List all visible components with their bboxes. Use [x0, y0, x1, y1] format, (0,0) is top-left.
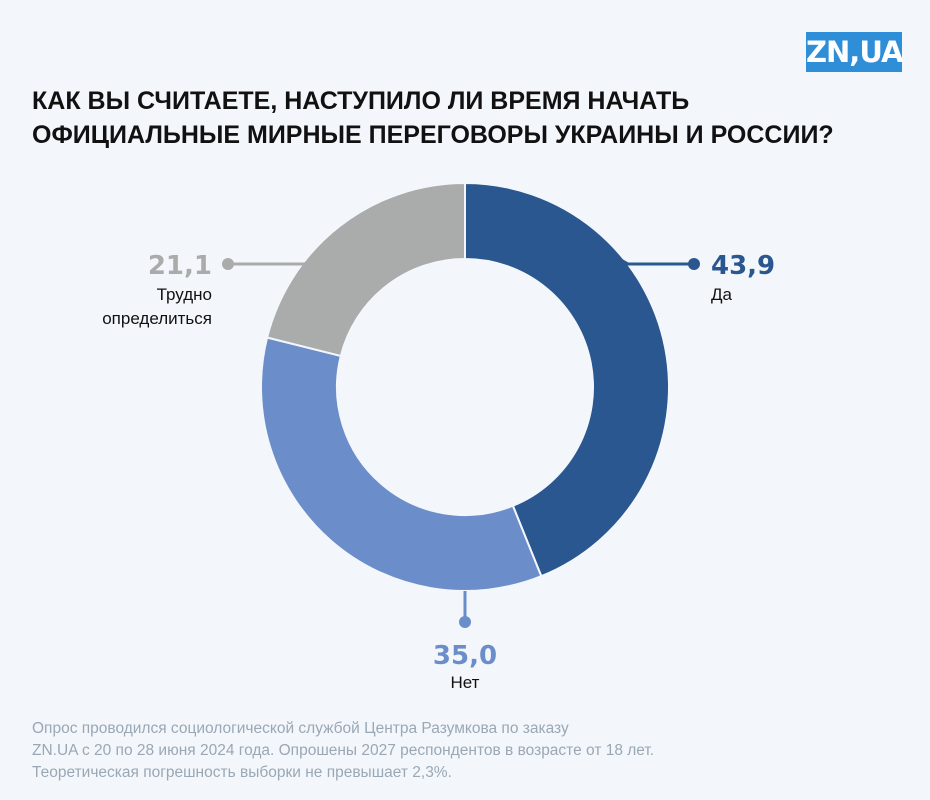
category-label-2-1: определиться [102, 309, 212, 328]
callout-dot-1 [459, 616, 471, 628]
value-label-1: 35,0 [433, 641, 497, 671]
callout-line-0 [613, 254, 694, 266]
value-label-2: 21,1 [148, 251, 212, 281]
chart-title: КАК ВЫ СЧИТАЕТЕ, НАСТУПИЛО ЛИ ВРЕМЯ НАЧА… [32, 84, 872, 152]
slice-0 [464, 181, 670, 578]
zn-ua-logo: ZN,UA [806, 32, 903, 72]
title-line-1: КАК ВЫ СЧИТАЕТЕ, НАСТУПИЛО ЛИ ВРЕМЯ НАЧА… [32, 87, 690, 115]
donut-slices [260, 181, 670, 592]
callout-dot-0 [688, 258, 700, 270]
donut-callouts: 43,9 Да 35,0 Нет 21,1 Трудно определиться [102, 251, 775, 692]
callout-dot-2 [222, 258, 234, 270]
callout-line-2 [228, 259, 313, 266]
value-label-0: 43,9 [711, 251, 775, 281]
title-line-2: ОФИЦИАЛЬНЫЕ МИРНЫЕ ПЕРЕГОВОРЫ УКРАИНЫ И … [32, 121, 834, 149]
footnote: Опрос проводился социологической службой… [32, 718, 912, 784]
slice-2 [265, 181, 466, 358]
footnote-line-3: Теоретическая погрешность выборки не пре… [32, 764, 452, 781]
footnote-line-2: ZN.UA с 20 по 28 июня 2024 года. Опрошен… [32, 742, 655, 759]
category-label-0-0: Да [711, 285, 733, 304]
footnote-line-1: Опрос проводился социологической службой… [32, 720, 569, 737]
slice-1 [260, 336, 543, 592]
category-label-1-0: Нет [451, 673, 480, 692]
category-label-2-0: Трудно [157, 285, 212, 304]
